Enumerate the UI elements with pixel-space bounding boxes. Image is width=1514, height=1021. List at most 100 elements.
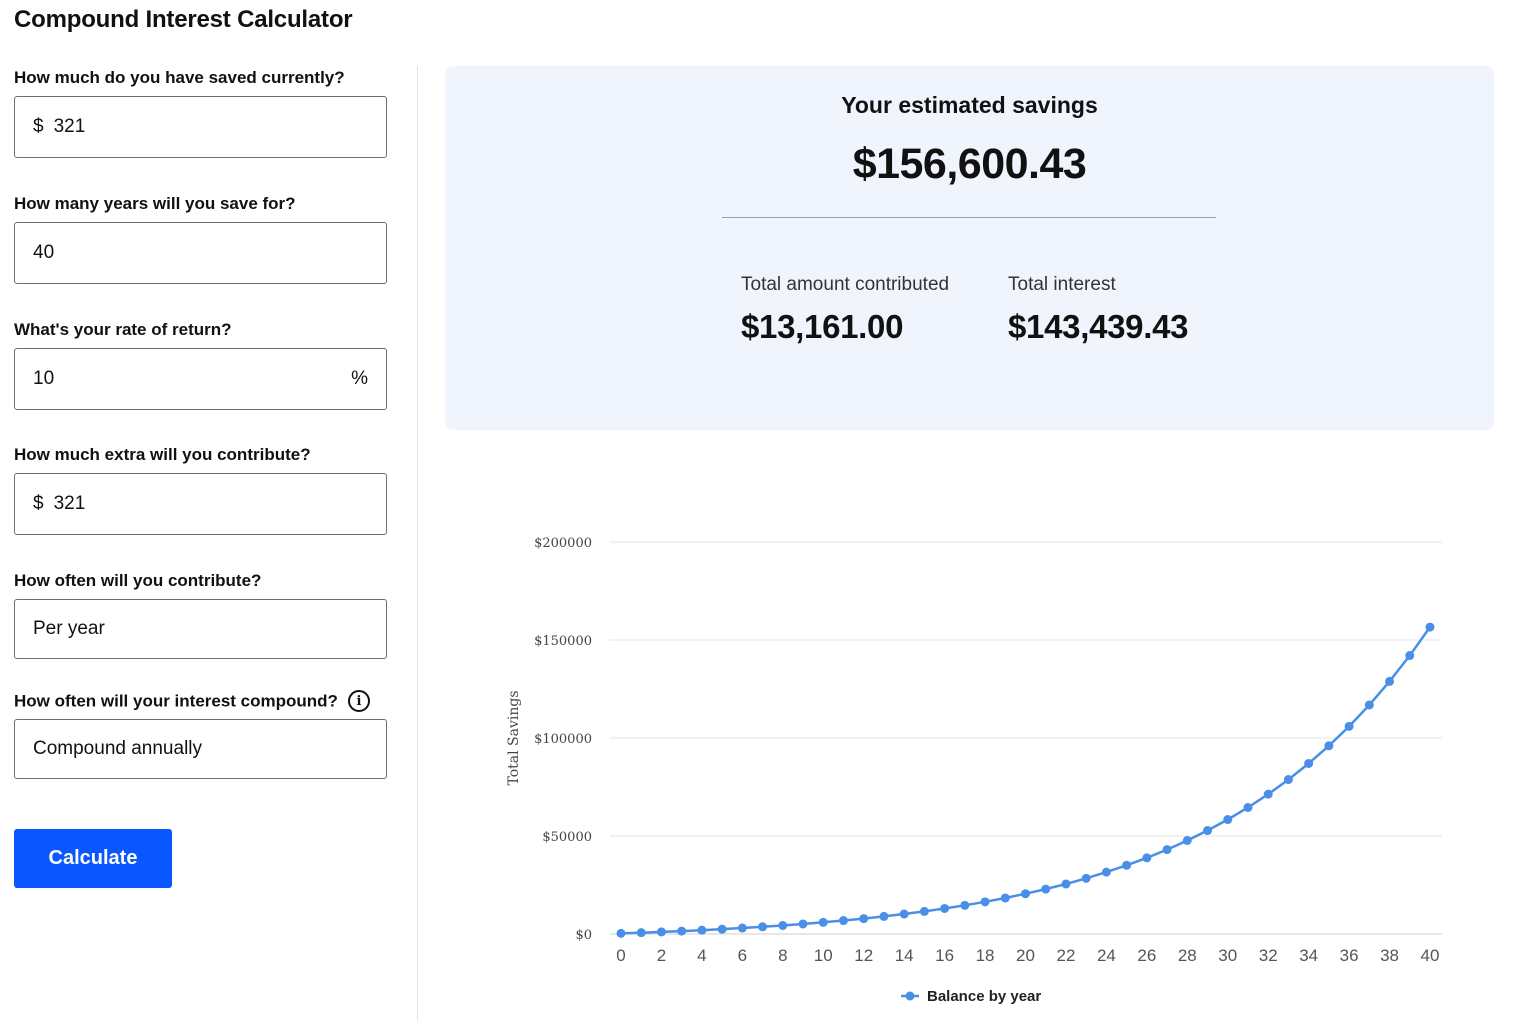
years-label: How many years will you save for? [14,194,296,213]
x-tick-label: 26 [1137,946,1156,965]
compound-frequency-select[interactable]: Compound annually [14,719,387,779]
x-tick-label: 0 [616,946,625,965]
data-point[interactable] [1304,758,1314,768]
extra-contribution-label: How much extra will you contribute? [14,445,311,464]
savings-summary-panel: Your estimated savings $156,600.43 Total… [445,66,1494,430]
data-point[interactable] [1385,676,1395,686]
data-point[interactable] [1405,651,1415,661]
data-point[interactable] [919,906,929,916]
balance-chart: $0 $50000 $100000 $150000 $200000 0 2 4 6 8 10 12 1… [445,470,1494,1020]
total-interest-label: Total interest [1008,274,1116,295]
x-tick-label: 36 [1340,946,1359,965]
data-point[interactable] [1122,860,1132,870]
x-tick-label: 40 [1421,946,1440,965]
x-tick-label: 12 [854,946,873,965]
legend-label: Balance by year [927,988,1041,1005]
data-point[interactable] [758,922,768,932]
current-savings-value: 321 [53,116,86,137]
data-point[interactable] [1162,845,1172,855]
data-point[interactable] [879,911,889,921]
contribution-frequency-select[interactable]: Per year [14,599,387,659]
data-point[interactable] [1041,884,1051,894]
data-point[interactable] [656,927,666,937]
page-title: Compound Interest Calculator [14,6,353,33]
x-tick-label: 34 [1299,946,1318,965]
data-point[interactable] [1000,893,1010,903]
summary-divider [722,217,1216,218]
data-point[interactable] [940,903,950,913]
data-point[interactable] [1021,889,1030,899]
total-interest-value: $143,439.43 [1008,308,1189,345]
estimated-savings-heading: Your estimated savings [841,92,1098,118]
data-point[interactable] [1425,622,1435,632]
current-savings-label: How much do you have saved currently? [14,68,345,87]
data-point[interactable] [636,928,646,938]
data-point[interactable] [1182,835,1192,845]
x-tick-label: 2 [657,946,666,965]
compound-frequency-label-text: How often will your interest compound? [14,691,338,711]
extra-contribution-input[interactable]: $ 321 [14,473,387,535]
data-point[interactable] [1142,853,1152,863]
data-point[interactable] [818,917,828,927]
estimated-savings-total: $156,600.43 [852,140,1087,188]
x-tick-label: 24 [1097,946,1116,965]
data-point[interactable] [1061,879,1071,889]
x-tick-label: 4 [697,946,706,965]
data-point[interactable] [697,925,707,935]
contribution-frequency-label: How often will you contribute? [14,571,262,590]
data-point[interactable] [616,928,626,938]
total-contributed-label: Total amount contributed [741,274,950,295]
compound-frequency-value: Compound annually [33,738,203,759]
current-savings-input[interactable]: $ 321 [14,96,387,158]
data-point[interactable] [838,916,848,926]
data-point[interactable] [717,924,727,934]
calculate-button[interactable]: Calculate [14,829,172,888]
balance-series-line [620,626,1432,935]
y-tick-label: $150000 [534,634,592,649]
data-point[interactable] [980,897,990,907]
y-tick-label: $50000 [542,830,592,845]
chart-legend[interactable]: Balance by year [901,988,1041,1005]
data-point[interactable] [899,909,909,919]
dollar-prefix: $ [33,493,44,514]
data-point[interactable] [677,926,687,936]
compound-frequency-label: How often will your interest compound? i [14,690,370,713]
years-value: 40 [33,242,55,263]
data-point[interactable] [1223,815,1233,825]
data-point[interactable] [1263,789,1273,799]
data-point[interactable] [960,900,970,910]
x-tick-label: 14 [895,946,914,965]
x-tick-label: 28 [1178,946,1197,965]
data-point[interactable] [778,920,788,930]
data-point[interactable] [1243,802,1253,812]
x-tick-label: 32 [1259,946,1278,965]
data-point[interactable] [859,914,869,924]
data-point[interactable] [1101,867,1111,877]
data-point[interactable] [1364,700,1374,710]
data-point[interactable] [1081,873,1091,883]
x-tick-label: 20 [1016,946,1035,965]
y-tick-label: $100000 [534,732,592,747]
y-tick-label: $0 [575,928,592,943]
x-tick-label: 22 [1056,946,1075,965]
data-point[interactable] [1203,826,1213,836]
rate-label: What's your rate of return? [14,320,232,339]
extra-contribution-value: 321 [53,493,86,514]
column-divider [417,66,418,1021]
rate-input[interactable]: 10 % [14,348,387,410]
y-axis-title: Total Savings [506,690,522,785]
x-tick-label: 10 [814,946,833,965]
years-input[interactable]: 40 [14,222,387,284]
x-tick-label: 6 [738,946,747,965]
data-point[interactable] [1344,721,1354,731]
data-point[interactable] [1283,775,1293,785]
info-icon[interactable]: i [347,690,370,712]
data-point[interactable] [737,923,747,933]
dollar-prefix: $ [33,116,44,137]
x-tick-label: 30 [1218,946,1237,965]
data-point[interactable] [1324,741,1334,751]
x-tick-label: 8 [778,946,787,965]
x-tick-label: 16 [935,946,954,965]
data-point[interactable] [798,919,808,929]
balance-chart-svg: $0$50000$100000$150000$200000 0 2 4 6 8 10 12 1… [506,536,1442,1005]
